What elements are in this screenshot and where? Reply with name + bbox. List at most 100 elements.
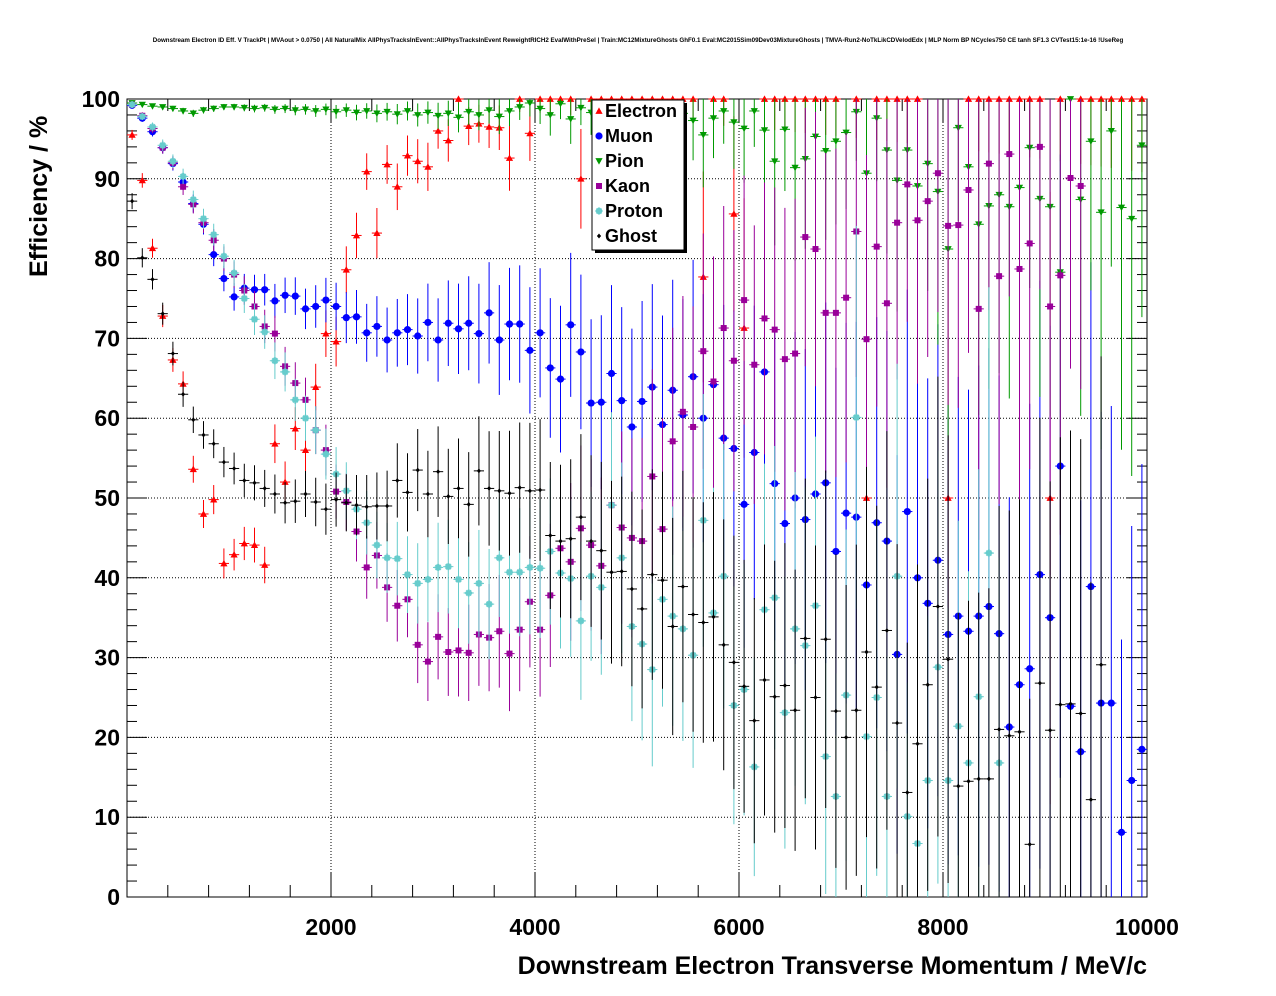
data-point (913, 95, 922, 102)
data-point (466, 501, 471, 507)
data-point (903, 507, 911, 516)
data-point (485, 107, 493, 114)
data-point (822, 95, 830, 102)
data-point (1117, 828, 1126, 836)
data-point (760, 127, 769, 134)
data-point (1078, 710, 1083, 716)
data-point (618, 397, 626, 405)
data-point (334, 497, 339, 503)
data-point (148, 244, 157, 252)
data-point (1006, 151, 1013, 158)
data-point (516, 568, 524, 576)
data-point (752, 718, 757, 724)
data-point (894, 219, 901, 226)
data-point (312, 383, 320, 390)
data-point (854, 707, 859, 713)
data-point (893, 95, 901, 102)
data-point (281, 291, 289, 299)
data-point (1077, 182, 1084, 189)
data-point (842, 129, 850, 137)
data-point (221, 459, 226, 465)
data-point (740, 125, 748, 133)
y-axis-title: Efficiency / % (25, 116, 53, 277)
data-point (741, 297, 748, 304)
data-point (342, 266, 350, 273)
data-point (232, 465, 237, 471)
data-point (456, 485, 461, 491)
y-tick-labels: 0 10 20 30 40 50 60 70 80 90 100 (82, 86, 120, 910)
data-point (1138, 745, 1146, 753)
data-point (179, 108, 187, 115)
legend: Electron Muon Pion Kaon Proton Ghost (591, 99, 687, 253)
data-point (181, 391, 186, 397)
data-point (680, 584, 685, 590)
data-point (955, 222, 962, 229)
data-point (293, 498, 298, 504)
data-point (1016, 265, 1023, 272)
data-point (556, 375, 565, 383)
legend-label-electron: Electron (605, 101, 677, 121)
data-point (833, 708, 838, 714)
data-point (832, 95, 840, 102)
data-point (527, 488, 532, 494)
data-point (383, 554, 391, 562)
data-point (414, 112, 422, 119)
data-point (956, 783, 961, 789)
y-tick-label: 80 (94, 246, 120, 272)
data-point (403, 108, 412, 115)
data-point (660, 577, 665, 583)
data-point (281, 478, 289, 485)
data-point (1058, 702, 1063, 708)
data-point (454, 114, 463, 121)
data-point (465, 649, 472, 656)
data-point (322, 450, 330, 458)
data-point (261, 104, 269, 112)
data-point (997, 726, 1002, 732)
data-point (986, 776, 991, 782)
x-tick-label: 6000 (713, 914, 764, 940)
data-point (577, 175, 585, 182)
chart-title: Downstream Electron ID Eff. V TrackPt | … (153, 37, 1124, 44)
data-point (271, 330, 278, 337)
data-point (281, 368, 289, 376)
data-point (556, 100, 565, 108)
x-tick-labels: 2000 4000 6000 8000 10000 (305, 914, 1179, 940)
data-point (731, 659, 736, 665)
data-point (607, 369, 616, 378)
data-point (1138, 142, 1146, 149)
data-point (240, 104, 248, 112)
data-point (567, 116, 575, 123)
data-point (342, 107, 350, 114)
data-point (363, 168, 371, 175)
data-point (149, 123, 156, 131)
data-point (803, 635, 808, 641)
data-point (495, 336, 503, 344)
data-point (730, 119, 738, 126)
data-point (445, 649, 452, 656)
data-point (364, 504, 369, 510)
data-point (577, 348, 585, 356)
data-point (352, 231, 361, 239)
data-point (701, 619, 706, 625)
data-point (1056, 95, 1064, 102)
data-point (578, 514, 583, 520)
data-point (435, 633, 442, 640)
data-point (589, 538, 594, 544)
data-point (465, 589, 473, 597)
data-point (762, 677, 767, 683)
data-point (200, 215, 207, 223)
data-point (844, 734, 849, 740)
data-point (772, 694, 777, 700)
data-point (873, 243, 880, 250)
data-point (599, 548, 604, 554)
data-point (210, 495, 218, 503)
data-point (291, 107, 299, 114)
data-point (199, 107, 208, 114)
data-point (577, 617, 585, 625)
data-point (332, 108, 340, 116)
data-point (465, 319, 473, 327)
data-point (393, 183, 401, 190)
data-point (1027, 841, 1032, 847)
data-point (669, 438, 676, 445)
